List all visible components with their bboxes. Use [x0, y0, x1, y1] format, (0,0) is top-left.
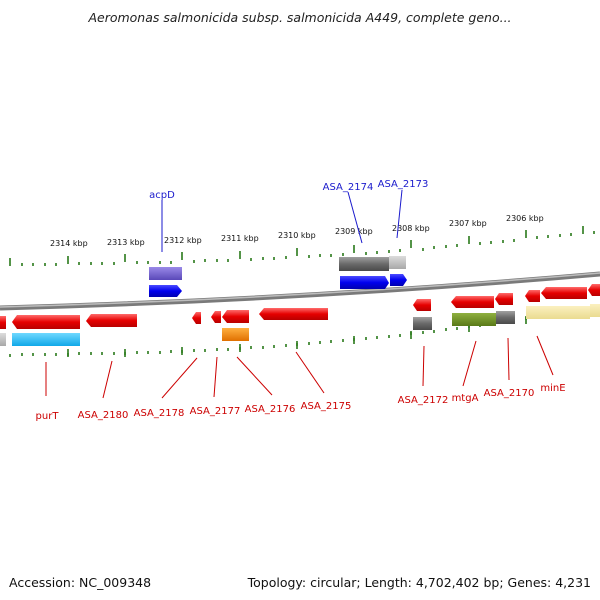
gene-arrow[interactable]: [259, 308, 328, 320]
gene-arrow[interactable]: [390, 274, 407, 286]
gene-arrow[interactable]: [413, 299, 431, 311]
gene-arrow[interactable]: [0, 316, 6, 329]
gene-arrow[interactable]: [86, 314, 137, 327]
gene-label-purT[interactable]: purT: [36, 411, 60, 422]
tick-label: 2312 kbp: [164, 236, 202, 245]
topology-text: Topology: circular; Length: 4,702,402 bp…: [247, 575, 591, 590]
top-gene-labels: acpD ASA_2174 ASA_2173: [149, 179, 428, 201]
gene-arrow[interactable]: [222, 310, 249, 323]
tick-label: 2308 kbp: [392, 224, 430, 233]
gene-box[interactable]: [339, 257, 389, 271]
gene-label-asa-2175[interactable]: ASA_2175: [301, 401, 352, 412]
gene-arrow[interactable]: [211, 311, 221, 323]
gene-arrow[interactable]: [541, 287, 587, 299]
gene-arrow[interactable]: [525, 290, 540, 302]
gene-arrow[interactable]: [149, 285, 182, 297]
tick-label: 2313 kbp: [107, 238, 145, 247]
gene-label-minE[interactable]: minE: [540, 383, 565, 394]
gene-label-asa-2170[interactable]: ASA_2170: [484, 388, 535, 399]
gene-arrow[interactable]: [340, 276, 389, 289]
tick-label: 2306 kbp: [506, 214, 544, 223]
accession-text: Accession: NC_009348: [9, 575, 152, 590]
gene-arrow[interactable]: [12, 315, 80, 329]
tick-label: 2309 kbp: [335, 227, 373, 236]
gene-label-asa-2176[interactable]: ASA_2176: [245, 404, 296, 415]
gene-box[interactable]: [413, 317, 432, 330]
gene-box[interactable]: [452, 313, 496, 326]
gene-label-acpD[interactable]: acpD: [149, 190, 175, 201]
tick-label: 2311 kbp: [221, 234, 259, 243]
kbp-tick-labels: 2314 kbp 2313 kbp 2312 kbp 2311 kbp 2310…: [50, 214, 544, 248]
gene-box[interactable]: [590, 304, 600, 317]
gene-label-asa-2180[interactable]: ASA_2180: [78, 410, 129, 421]
gene-box[interactable]: [526, 306, 590, 319]
gene-arrow[interactable]: [588, 284, 600, 296]
gene-label-asa-2178[interactable]: ASA_2178: [134, 408, 185, 419]
tick-label: 2307 kbp: [449, 219, 487, 228]
gene-label-asa-2177[interactable]: ASA_2177: [190, 406, 241, 417]
gene-arrow[interactable]: [192, 312, 201, 324]
gene-box[interactable]: [222, 328, 249, 341]
gene-arrow[interactable]: [495, 293, 513, 305]
tick-label: 2310 kbp: [278, 231, 316, 240]
gene-arrow[interactable]: [451, 296, 494, 308]
top-leader-lines: [161, 189, 403, 252]
gene-box[interactable]: [389, 256, 406, 269]
tick-label: 2314 kbp: [50, 239, 88, 248]
gene-box[interactable]: [149, 267, 182, 280]
gene-box[interactable]: [0, 333, 6, 346]
gene-box[interactable]: [12, 333, 80, 346]
upper-tick-track: [9, 226, 595, 266]
chromosome-backbone: [0, 271, 600, 311]
bottom-gene-labels: purT ASA_2180 ASA_2178 ASA_2177 ASA_2176…: [36, 383, 566, 422]
gene-label-asa-2173[interactable]: ASA_2173: [378, 179, 429, 190]
gene-label-mtgA[interactable]: mtgA: [452, 393, 479, 404]
reverse-strand-features: [0, 284, 600, 346]
gene-box[interactable]: [496, 311, 515, 324]
gene-label-asa-2174[interactable]: ASA_2174: [323, 182, 374, 193]
gene-label-asa-2172[interactable]: ASA_2172: [398, 395, 449, 406]
map-title: Aeromonas salmonicida subsp. salmonicida…: [88, 10, 512, 25]
bottom-leader-lines: [45, 335, 554, 399]
forward-strand-features: [149, 256, 407, 297]
